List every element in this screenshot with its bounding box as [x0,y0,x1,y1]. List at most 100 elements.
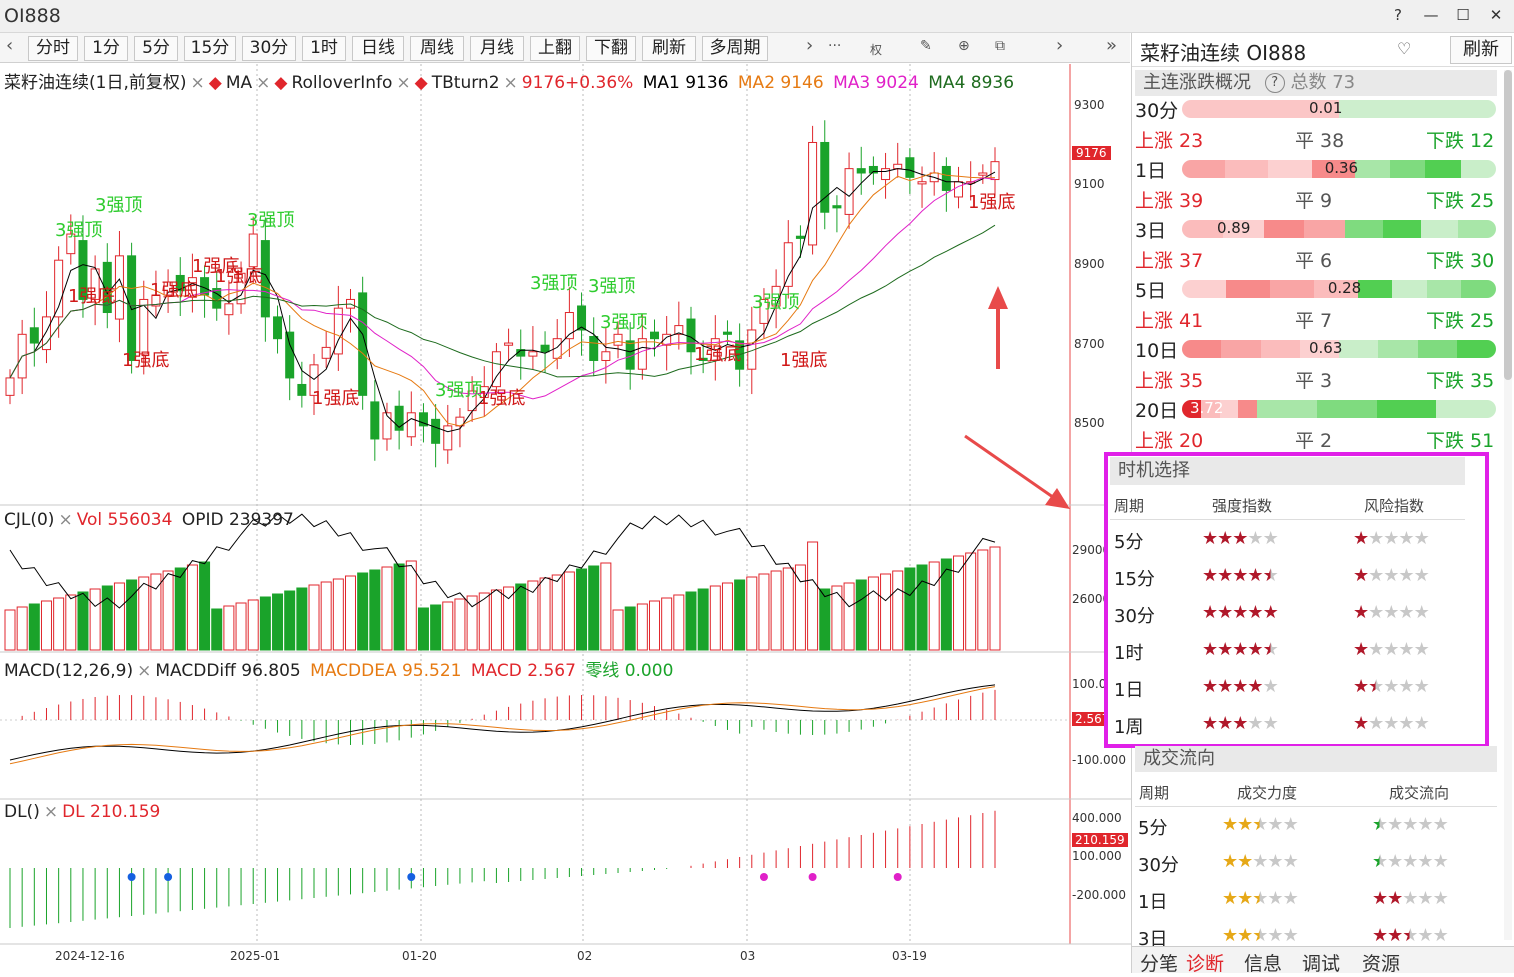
tab-zhenduan[interactable]: 诊断 [1186,953,1225,975]
rights-icon[interactable]: 权 [870,43,883,57]
overview-up-count: 上涨 35 [1135,370,1204,392]
kline-chart[interactable] [0,64,1131,973]
macd-dea-line [9,686,996,765]
more-right-icon[interactable]: › [806,35,814,56]
toolbar-button[interactable]: 周线 [410,36,464,61]
overview-flat-count: 平 6 [1295,250,1333,272]
window-icon[interactable]: ⧉ [995,38,1005,54]
volume-bar [685,591,697,651]
risk-stars: ★★★★★ [1353,676,1430,697]
ellipsis-icon[interactable]: ··· [828,38,842,54]
overview-header[interactable]: 主连涨跌概况 ? 总数 73 [1135,70,1497,96]
volume-bar [855,579,867,651]
candle-body [954,181,964,198]
legend-ma1: MA1 9136 [642,73,729,93]
overview-period: 5日 [1135,280,1167,302]
candle-body [260,240,270,318]
volume-bar [892,570,904,651]
candle-body [637,338,647,370]
candle-body [868,165,878,174]
candle-body [990,161,1000,181]
macd-diff-line [9,684,996,761]
minimize-icon[interactable]: — [1423,6,1439,24]
toolbar-button[interactable]: 下翻 [586,36,636,61]
direction-stars: ★★★★★ [1372,925,1449,946]
strong-top-label: 3强顶 [247,210,295,231]
volume-bar [308,584,320,651]
vol-legend-vol: Vol 556034 [76,510,173,530]
candle-body [832,205,842,209]
panel-scrollbar[interactable] [1504,70,1512,940]
toolbar-button[interactable]: 上翻 [530,36,580,61]
toolbar-button[interactable]: 15分 [184,36,236,61]
candle-body [504,342,514,346]
toolbar-button[interactable]: 30分 [242,36,296,61]
volume-bar [454,598,466,651]
tab-ziyuan[interactable]: 资源 [1362,953,1401,975]
volume-bar [539,577,551,651]
nav-right-icon[interactable]: › [1056,35,1064,56]
timing-header[interactable]: 时机选择 [1110,457,1465,485]
toolbar-button[interactable]: 刷新 [642,36,696,61]
volume-bar [211,608,223,651]
chart-area[interactable]: 菜籽油连续(1日,前复权) × ◆ MA × ◆ RolloverInfo × ◆ TBturn2… [0,64,1131,973]
volume-bar [649,600,661,651]
volume-bar [989,546,1001,651]
volume-bar [600,562,612,651]
power-stars: ★★★★★ [1222,888,1299,909]
maximize-icon[interactable]: ☐ [1456,6,1470,24]
volume-bar [588,565,600,651]
volume-bar [819,588,831,651]
volume-bar [272,593,284,651]
flow-header[interactable]: 成交流向 [1135,746,1497,772]
toolbar-button[interactable]: 1分 [84,36,128,61]
close-icon[interactable]: ✕ [1489,6,1503,24]
volume-bar [551,574,563,651]
candle-body [589,336,599,361]
candle-body [710,338,720,361]
strong-bottom-label: 1强底 [968,192,1016,213]
candle-body [297,383,307,396]
draw-icon[interactable]: ✎ [920,38,932,54]
overview-period: 3日 [1135,220,1167,242]
refresh-button[interactable]: 刷新 [1450,36,1512,64]
toolbar-button[interactable]: 多周期 [702,36,768,61]
candle-body [163,281,173,296]
date-label: 01-20 [402,949,437,963]
candle-body [613,333,623,346]
add-icon[interactable]: ⊕ [958,38,970,54]
overview-flat-count: 平 2 [1295,430,1333,452]
risk-stars: ★★★★★ [1353,639,1430,660]
volume-bar [916,564,928,651]
heart-icon[interactable]: ♡ [1397,39,1412,58]
tab-tiaoshi[interactable]: 调试 [1302,953,1341,975]
scroll-thumb[interactable] [1504,70,1512,380]
toolbar-button[interactable]: 月线 [470,36,524,61]
candle-body [844,168,854,215]
volume-bar [843,582,855,651]
help-circle-icon[interactable]: ? [1264,73,1285,93]
help-icon[interactable]: ? [1394,6,1402,24]
volume-bar [576,568,588,651]
legend-ma4: MA4 8936 [928,73,1015,93]
toolbar-button[interactable]: 5分 [134,36,178,61]
tab-fenbi[interactable]: 分笔 [1140,953,1179,975]
tab-xinxi[interactable]: 信息 [1244,953,1283,975]
candle-body [248,233,258,268]
toolbar-button[interactable]: 分时 [28,36,78,61]
flow-period: 5分 [1138,818,1168,839]
more-icon[interactable]: » [1106,35,1118,56]
toolbar-button[interactable]: 1时 [302,36,346,61]
vol-legend: CJL(0) × Vol 556034 OPID 239397 [4,510,294,530]
toolbar-button[interactable]: 日线 [352,36,404,61]
candle-body [5,377,15,396]
volume-bar [77,591,89,651]
nav-left-icon[interactable]: ‹ [6,35,14,56]
timing-period: 30分 [1114,606,1155,627]
volume-bar [612,609,624,651]
volume-bar [697,588,709,651]
macd-legend: MACD(12,26,9) × MACDDiff 96.805 MACDDEA 95… [4,661,674,681]
legend-ma3: MA3 9024 [833,73,919,93]
open-interest-line [9,513,996,609]
overview-down-count: 下跌 30 [1426,250,1495,272]
